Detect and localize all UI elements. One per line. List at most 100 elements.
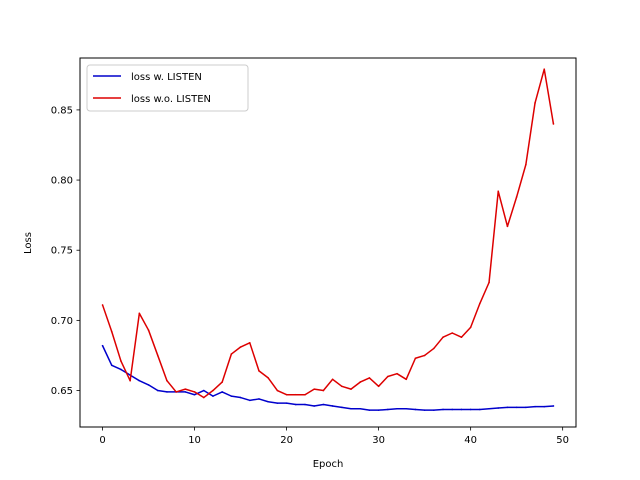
series-0-point: [258, 398, 260, 400]
series-1-point: [451, 332, 454, 334]
series-1-point: [543, 68, 546, 71]
series-0-point: [221, 391, 223, 393]
series-1-point: [442, 336, 444, 339]
x-axis-ticks: 0 10 20 30 40 50: [99, 427, 569, 446]
series-1-point: [405, 378, 408, 381]
series-1-point: [101, 304, 104, 306]
series-0-point: [230, 395, 233, 397]
series-0-point: [331, 405, 334, 407]
series-1-point: [267, 377, 269, 379]
series-0-point: [423, 409, 426, 411]
series-0-point: [239, 396, 242, 399]
series-1-point: [423, 354, 426, 357]
series-0-point: [138, 379, 141, 382]
series-0-point: [248, 399, 251, 402]
plot-area: [80, 58, 576, 427]
series-1-point: [248, 342, 251, 344]
x-tick-label: 40: [464, 435, 477, 446]
y-tick-label: 0.85: [51, 105, 73, 116]
series-0-point: [193, 393, 196, 396]
x-tick-label: 30: [372, 435, 385, 446]
series-1-point: [414, 357, 417, 360]
series-0-point: [460, 408, 463, 411]
x-tick-label: 10: [188, 435, 201, 446]
series-1-point: [166, 379, 168, 382]
series-0-point: [322, 403, 325, 406]
series-0-point: [552, 405, 555, 407]
series-0-point: [534, 405, 536, 408]
series-1-point: [129, 379, 131, 382]
series-0-point: [451, 408, 454, 411]
series-1-point: [368, 377, 371, 379]
series-0-point: [396, 407, 398, 410]
series-1-point: [193, 391, 196, 393]
series-0-point: [543, 405, 546, 408]
series-0-point: [497, 407, 500, 409]
series-1-point: [515, 196, 518, 198]
series-1-point: [350, 388, 352, 390]
series-0-point: [387, 408, 389, 411]
series-0-point: [285, 402, 288, 404]
series-1-point: [377, 385, 380, 388]
y-tick-label: 0.75: [51, 246, 73, 257]
series-1-point: [460, 336, 463, 339]
series-1-point: [359, 381, 362, 383]
legend: loss w. LISTEN loss w.o. LISTEN: [86, 64, 249, 112]
series-1-point: [341, 385, 343, 388]
series-0-point: [304, 403, 306, 406]
legend-box: [86, 64, 249, 112]
series-1-point: [525, 163, 527, 166]
series-1-point: [221, 381, 223, 383]
series-1-point: [488, 281, 490, 284]
y-tick-label: 0.80: [51, 176, 73, 187]
series-1-point: [276, 389, 279, 392]
series-1-point: [212, 389, 214, 392]
series-0-point: [377, 409, 380, 411]
series-0-point: [267, 400, 269, 403]
series-1-point: [258, 370, 260, 372]
series-1-point: [552, 123, 555, 125]
series-1-point: [239, 346, 242, 348]
series-1-point: [175, 391, 177, 393]
series-0-point: [212, 395, 214, 397]
series-0-point: [166, 391, 168, 393]
series-0-point: [488, 407, 490, 410]
series-0-point: [276, 402, 279, 404]
series-1-point: [469, 326, 472, 329]
y-tick-label: 0.70: [51, 316, 73, 327]
series-1-point: [120, 360, 122, 362]
series-1-point: [230, 353, 233, 355]
series-1-point: [479, 302, 481, 305]
series-1-point: [497, 190, 500, 193]
legend-label-listen: loss w. LISTEN: [131, 72, 202, 83]
legend-label-no-listen: loss w.o. LISTEN: [131, 94, 211, 105]
series-0-point: [368, 409, 371, 411]
series-0-point: [506, 406, 509, 409]
series-0-point: [405, 407, 408, 410]
series-0-point: [350, 407, 352, 410]
series-1-point: [396, 372, 398, 375]
series-1-point: [506, 225, 509, 228]
axes-frame: [79, 57, 577, 428]
series-0-point: [442, 408, 444, 411]
series-1-point: [147, 329, 150, 331]
series-0-point: [469, 408, 472, 411]
series-0-point: [294, 403, 297, 406]
series-0-point: [515, 406, 518, 409]
series-line-1: [101, 68, 555, 399]
x-axis-label: Epoch: [313, 459, 344, 470]
series-1-point: [433, 347, 435, 350]
x-tick-label: 20: [280, 435, 293, 446]
series-1-point: [534, 102, 536, 104]
series-0-point: [156, 389, 159, 392]
series-0-point: [525, 406, 527, 409]
series-0-point: [414, 408, 417, 411]
series-1-point: [138, 312, 141, 315]
y-axis-label: Loss: [23, 232, 34, 254]
series-1-point: [202, 396, 205, 399]
series-0-point: [101, 344, 104, 347]
series-1-point: [285, 393, 288, 396]
y-tick-label: 0.65: [51, 386, 73, 397]
series-0-point: [120, 368, 122, 371]
